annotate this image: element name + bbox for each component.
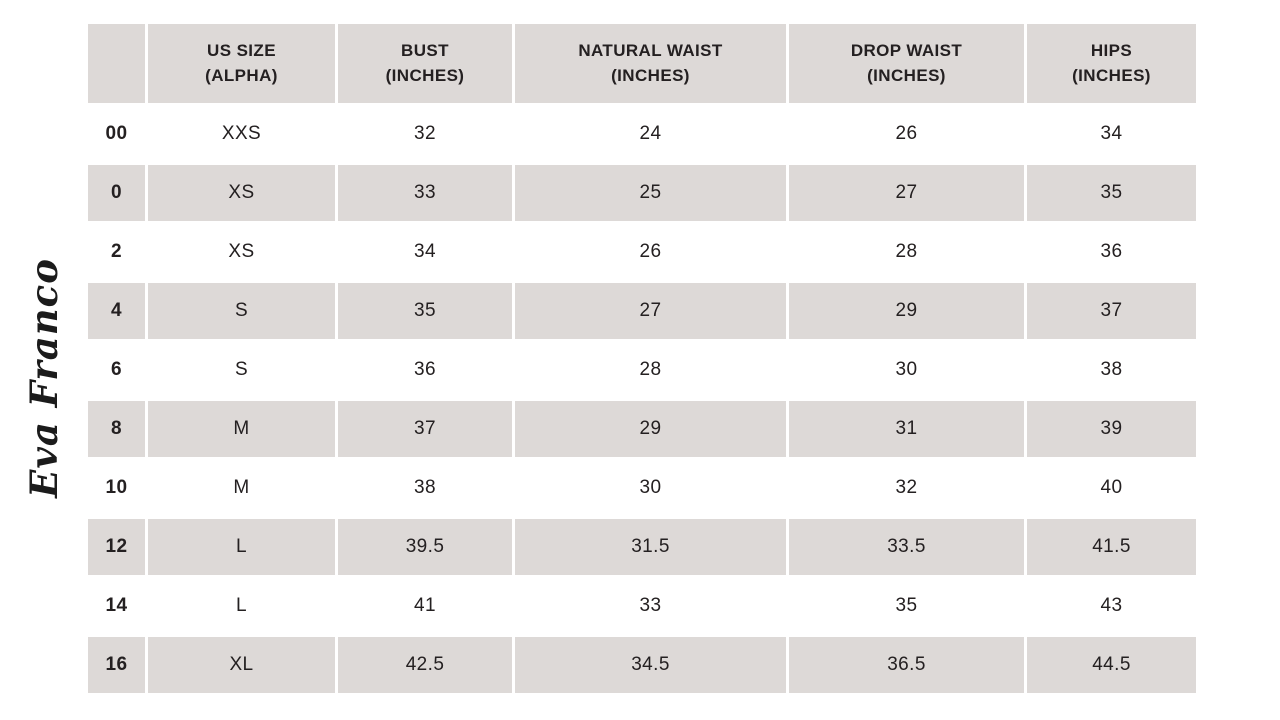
cell-bust: 32 [338,106,512,162]
header-row: US SIZE (ALPHA) BUST (INCHES) NATURAL WA… [88,24,1196,103]
cell-natural-waist: 33 [515,578,786,634]
cell-hips: 40 [1027,460,1196,516]
cell-natural-waist: 28 [515,342,786,398]
cell-hips: 37 [1027,283,1196,339]
cell-alpha-size: S [148,283,335,339]
cell-alpha-size: M [148,460,335,516]
cell-drop-waist: 30 [789,342,1024,398]
cell-alpha-size: XL [148,637,335,693]
cell-alpha-size: L [148,578,335,634]
cell-alpha-size: L [148,519,335,575]
cell-natural-waist: 30 [515,460,786,516]
cell-drop-waist: 36.5 [789,637,1024,693]
cell-alpha-size: XS [148,165,335,221]
cell-bust: 42.5 [338,637,512,693]
cell-us-size-numeric: 0 [88,165,145,221]
table-row: 0 XS 33 25 27 35 [88,165,1196,221]
cell-hips: 35 [1027,165,1196,221]
brand-logo-text: Eva Franco [22,258,66,498]
cell-us-size-numeric: 12 [88,519,145,575]
header-natural-waist: NATURAL WAIST (INCHES) [515,24,786,103]
cell-us-size-numeric: 10 [88,460,145,516]
cell-us-size-numeric: 00 [88,106,145,162]
cell-bust: 36 [338,342,512,398]
header-bust: BUST (INCHES) [338,24,512,103]
cell-hips: 38 [1027,342,1196,398]
table-row: 6 S 36 28 30 38 [88,342,1196,398]
table-row: 16 XL 42.5 34.5 36.5 44.5 [88,637,1196,693]
cell-hips: 36 [1027,224,1196,280]
cell-alpha-size: XXS [148,106,335,162]
table-row: 10 M 38 30 32 40 [88,460,1196,516]
cell-us-size-numeric: 14 [88,578,145,634]
cell-natural-waist: 24 [515,106,786,162]
cell-us-size-numeric: 8 [88,401,145,457]
table-row: 12 L 39.5 31.5 33.5 41.5 [88,519,1196,575]
cell-alpha-size: S [148,342,335,398]
table-row: 2 XS 34 26 28 36 [88,224,1196,280]
cell-alpha-size: M [148,401,335,457]
cell-bust: 35 [338,283,512,339]
cell-bust: 41 [338,578,512,634]
cell-bust: 33 [338,165,512,221]
cell-us-size-numeric: 2 [88,224,145,280]
header-drop-waist: DROP WAIST (INCHES) [789,24,1024,103]
cell-alpha-size: XS [148,224,335,280]
table-row: 14 L 41 33 35 43 [88,578,1196,634]
cell-us-size-numeric: 6 [88,342,145,398]
size-chart-table: US SIZE (ALPHA) BUST (INCHES) NATURAL WA… [85,21,1199,696]
cell-us-size-numeric: 16 [88,637,145,693]
cell-bust: 38 [338,460,512,516]
cell-natural-waist: 26 [515,224,786,280]
table-row: 00 XXS 32 24 26 34 [88,106,1196,162]
cell-hips: 43 [1027,578,1196,634]
cell-drop-waist: 29 [789,283,1024,339]
cell-natural-waist: 34.5 [515,637,786,693]
header-hips: HIPS (INCHES) [1027,24,1196,103]
cell-us-size-numeric: 4 [88,283,145,339]
cell-bust: 39.5 [338,519,512,575]
cell-natural-waist: 25 [515,165,786,221]
cell-natural-waist: 27 [515,283,786,339]
cell-hips: 34 [1027,106,1196,162]
cell-natural-waist: 29 [515,401,786,457]
cell-drop-waist: 27 [789,165,1024,221]
cell-hips: 44.5 [1027,637,1196,693]
cell-drop-waist: 26 [789,106,1024,162]
cell-natural-waist: 31.5 [515,519,786,575]
cell-hips: 41.5 [1027,519,1196,575]
cell-bust: 37 [338,401,512,457]
header-us-size-alpha: US SIZE (ALPHA) [148,24,335,103]
cell-drop-waist: 28 [789,224,1024,280]
cell-drop-waist: 31 [789,401,1024,457]
cell-hips: 39 [1027,401,1196,457]
header-corner-cell [88,24,145,103]
cell-drop-waist: 33.5 [789,519,1024,575]
table-row: 8 M 37 29 31 39 [88,401,1196,457]
cell-bust: 34 [338,224,512,280]
cell-drop-waist: 35 [789,578,1024,634]
cell-drop-waist: 32 [789,460,1024,516]
table-row: 4 S 35 27 29 37 [88,283,1196,339]
